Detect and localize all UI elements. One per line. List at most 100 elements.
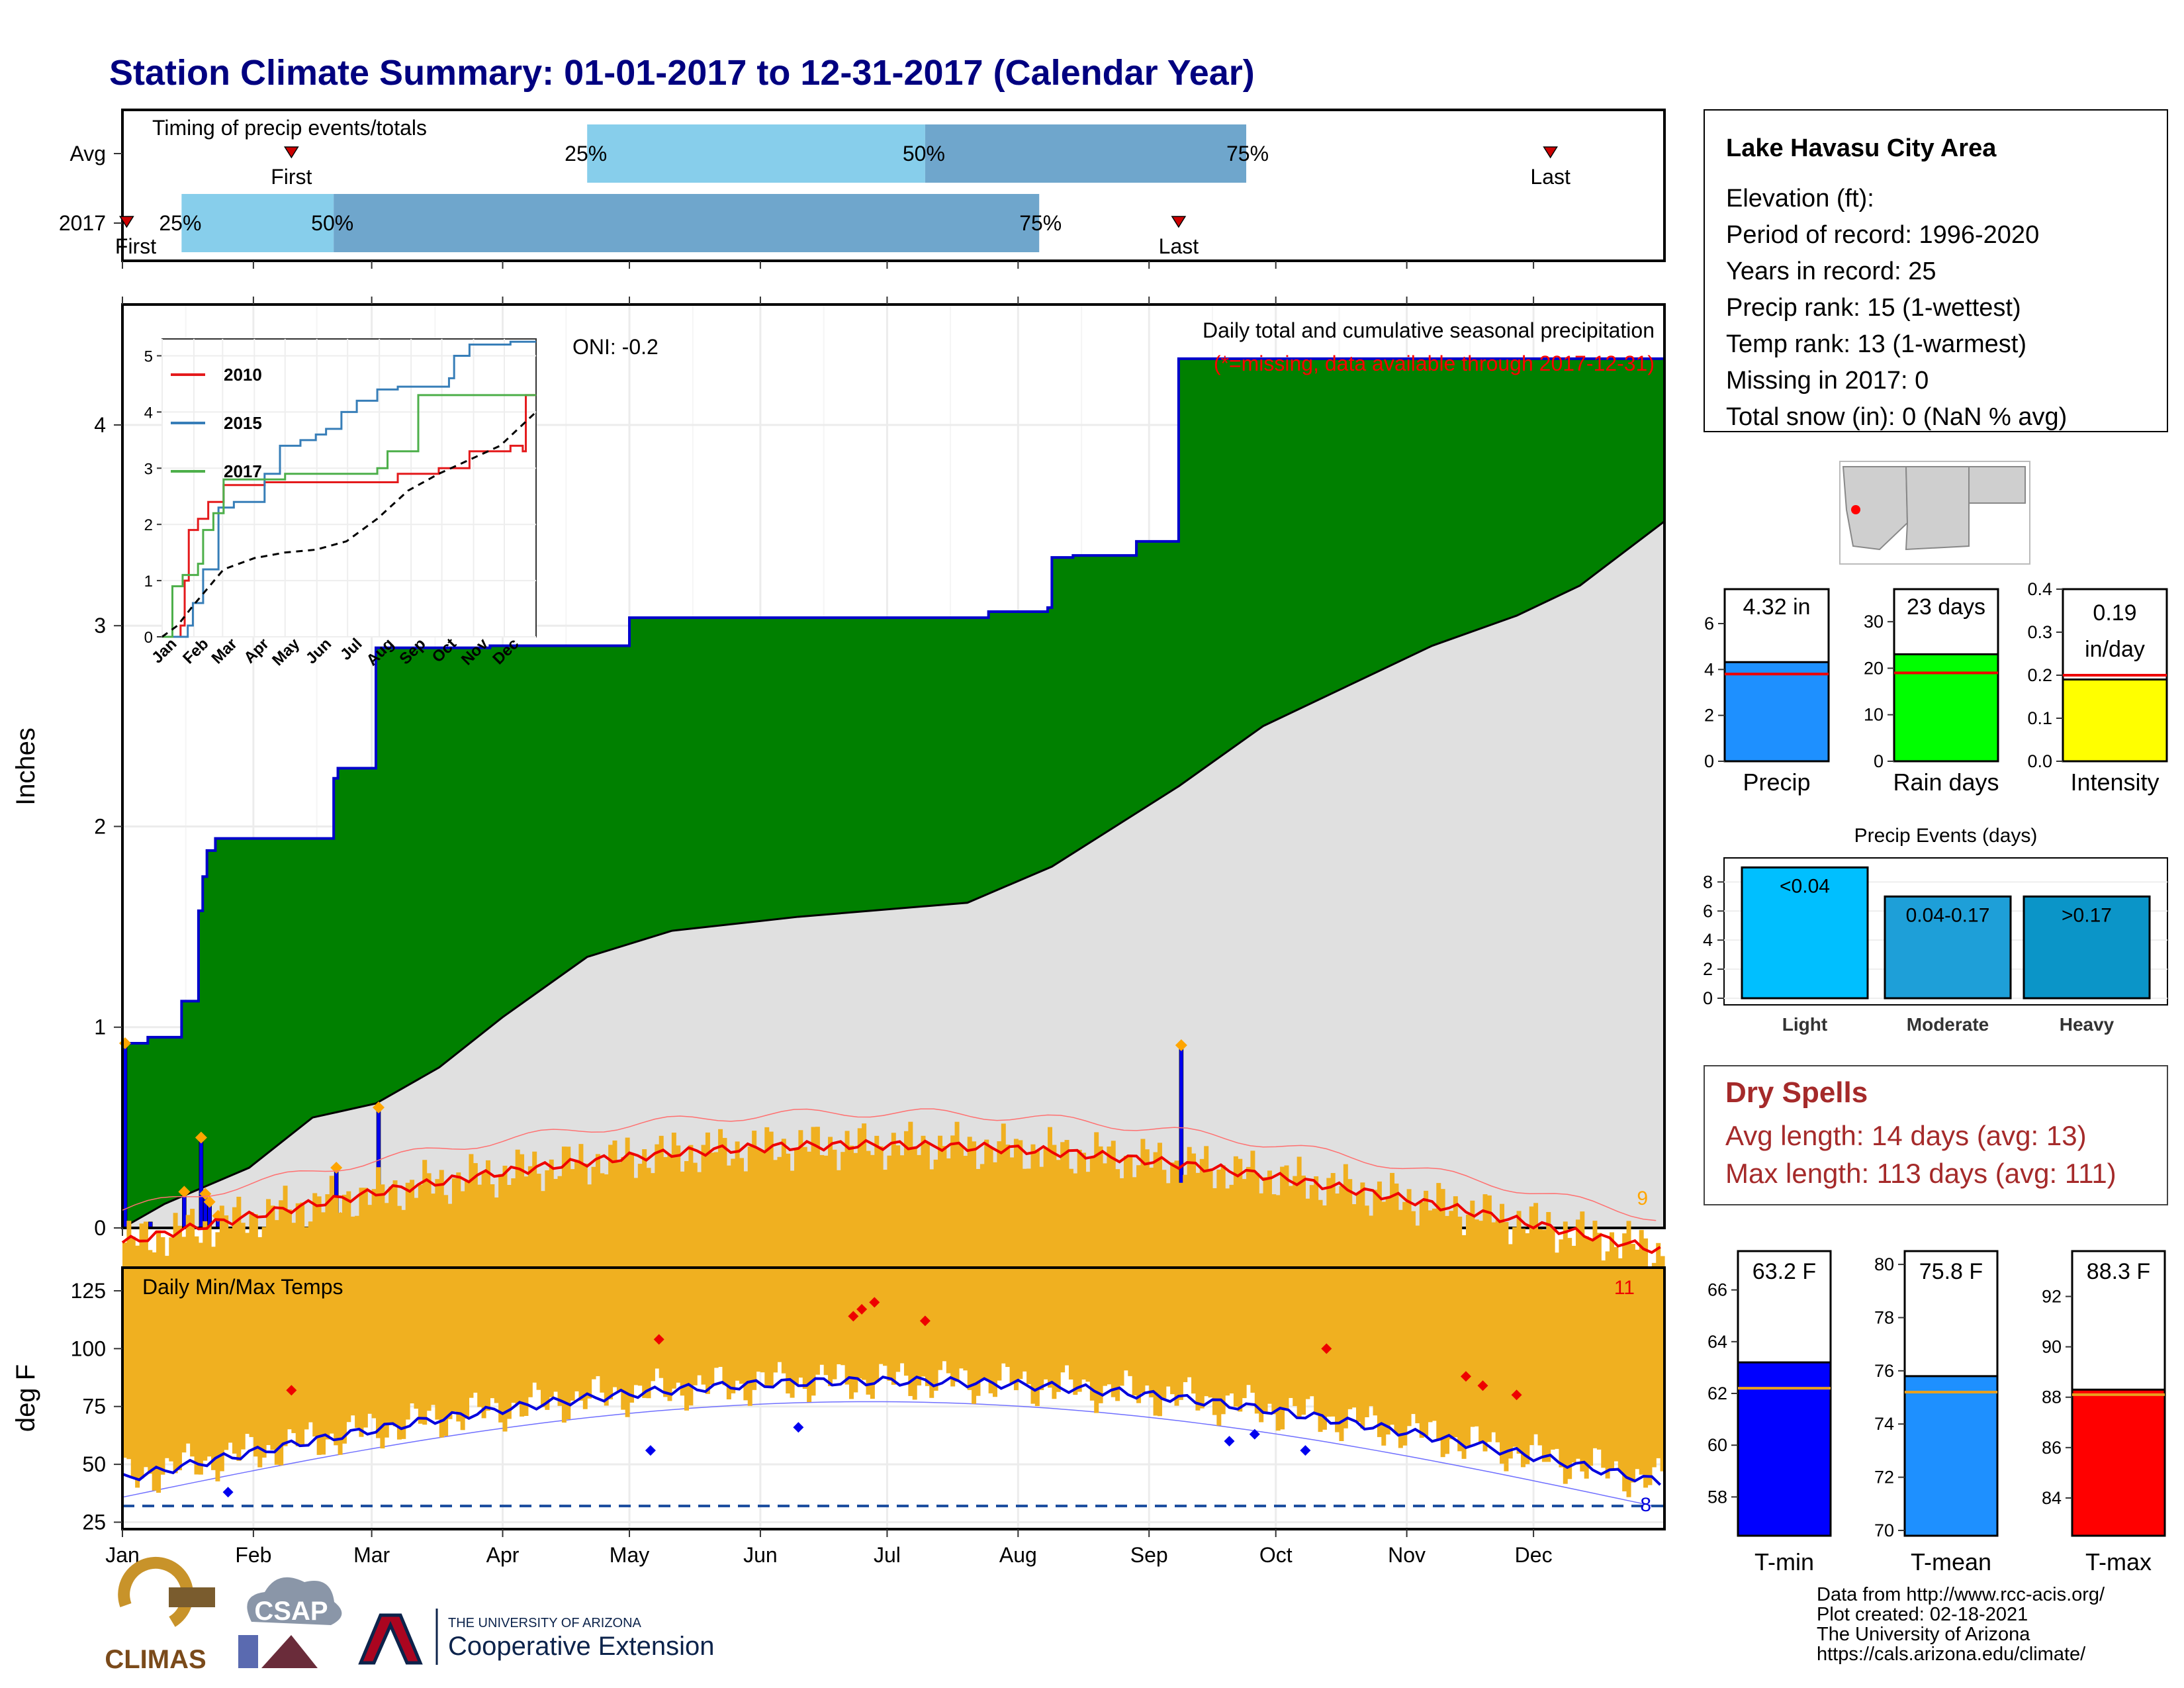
daily-temp-bar bbox=[1457, 1216, 1463, 1452]
station-info-line: Missing in 2017: 0 bbox=[1726, 367, 1929, 395]
ua-big-text: Cooperative Extension bbox=[448, 1632, 714, 1661]
daily-temp-bar bbox=[316, 1196, 322, 1455]
temp-summary-ytick-label: 76 bbox=[1874, 1361, 1894, 1381]
daily-precip-marker bbox=[178, 1186, 191, 1198]
daily-temp-bar bbox=[823, 1155, 829, 1376]
daily-temp-bar bbox=[1170, 1162, 1175, 1395]
temp-summary-value-label: 63.2 F bbox=[1752, 1259, 1816, 1284]
daily-temp-bar bbox=[545, 1170, 550, 1410]
daily-temp-bar bbox=[270, 1205, 275, 1450]
daily-temp-bar bbox=[1048, 1127, 1052, 1388]
daily-temp-bar bbox=[1356, 1193, 1361, 1422]
cumulative-2017-line bbox=[121, 357, 1664, 1228]
daily-temp-bar bbox=[1630, 1244, 1635, 1483]
timing-bar-q50-q75 bbox=[925, 124, 1247, 183]
daily-temp-bar bbox=[1030, 1144, 1036, 1404]
daily-temp-bar bbox=[862, 1123, 867, 1380]
events-title: Precip Events (days) bbox=[1854, 825, 2038, 847]
summary-value-label: 0.19 bbox=[2093, 600, 2136, 626]
record-high-marker bbox=[856, 1303, 868, 1315]
daily-temp-bar bbox=[245, 1233, 250, 1434]
daily-temp-bar bbox=[206, 1225, 212, 1457]
record-high-marker bbox=[848, 1311, 859, 1322]
daily-temp-bar bbox=[938, 1135, 943, 1370]
station-location-dot bbox=[1851, 505, 1860, 514]
daily-temp-bar bbox=[1385, 1197, 1390, 1435]
daily-temp-bar bbox=[1601, 1260, 1606, 1468]
daily-temp-bar bbox=[257, 1237, 263, 1468]
daily-temp-bar bbox=[1259, 1193, 1264, 1423]
daily-temp-bar bbox=[1402, 1201, 1408, 1446]
month-label: Aug bbox=[999, 1543, 1037, 1567]
station-info-box: Lake Havasu City Area Elevation (ft): Per… bbox=[1704, 109, 2168, 432]
daily-temp-bar bbox=[1537, 1229, 1543, 1446]
daily-temp-bar bbox=[933, 1159, 938, 1391]
daily-temp-bar bbox=[1183, 1174, 1188, 1382]
daily-temp-bar bbox=[1157, 1143, 1162, 1417]
daily-temp-bar bbox=[591, 1166, 596, 1380]
temp-summary-ytick-label: 88 bbox=[2042, 1387, 2062, 1407]
daily-temp-bar bbox=[1419, 1201, 1424, 1438]
daily-temp-bar bbox=[130, 1237, 136, 1477]
daily-temp-bar bbox=[469, 1154, 474, 1398]
daily-temp-bar bbox=[122, 1243, 127, 1458]
record-max-line bbox=[122, 1108, 1657, 1221]
daily-temp-bar bbox=[160, 1237, 165, 1475]
ua-block-a bbox=[358, 1613, 423, 1665]
daily-temp-bar bbox=[261, 1227, 267, 1458]
daily-temp-bar bbox=[1482, 1194, 1488, 1452]
daily-temp-bar bbox=[912, 1147, 917, 1400]
daily-temp-bar bbox=[341, 1194, 347, 1444]
summary-ytick-label: 4 bbox=[1704, 659, 1714, 679]
daily-temp-bar bbox=[447, 1203, 453, 1419]
daily-temp-bar bbox=[1039, 1166, 1044, 1390]
inset-ytick-label: 2 bbox=[144, 516, 153, 534]
daily-temp-bar bbox=[595, 1154, 600, 1376]
daily-temp-bar bbox=[1220, 1165, 1226, 1415]
daily-temp-bar bbox=[659, 1135, 664, 1378]
daily-temp-bar bbox=[786, 1153, 791, 1394]
daily-temp-bar bbox=[743, 1171, 749, 1401]
daily-temp-bar bbox=[747, 1146, 752, 1406]
daily-temp-bar bbox=[1330, 1173, 1336, 1417]
first-marker bbox=[283, 146, 299, 159]
daily-temp-bar bbox=[1453, 1196, 1458, 1438]
daily-temp-bar bbox=[396, 1205, 402, 1440]
daily-temp-bar bbox=[988, 1147, 993, 1393]
daily-temp-bar bbox=[561, 1147, 567, 1423]
daily-temp-bar bbox=[633, 1178, 639, 1385]
temp-summary-ytick-label: 90 bbox=[2042, 1337, 2062, 1357]
daily-temp-bar bbox=[1052, 1145, 1057, 1399]
daily-temp-bar bbox=[718, 1129, 723, 1367]
daily-temp-bar bbox=[384, 1203, 389, 1438]
summary-ytick-label: 20 bbox=[1864, 658, 1884, 678]
daily-temp-bar bbox=[841, 1152, 846, 1366]
timing-row-label: 2017 bbox=[59, 211, 106, 235]
daily-temp-bar bbox=[1500, 1203, 1505, 1464]
daily-temp-bar bbox=[616, 1162, 621, 1392]
events-category-label: Moderate bbox=[1907, 1014, 1989, 1035]
daily-temp-bar bbox=[676, 1145, 681, 1383]
temp-summary-ytick-label: 62 bbox=[1707, 1383, 1727, 1403]
daily-temp-bar bbox=[899, 1155, 905, 1364]
daily-temp-bar bbox=[346, 1191, 351, 1423]
daily-temp-bar bbox=[1191, 1153, 1197, 1394]
inset-ytick-label: 4 bbox=[144, 404, 153, 422]
daily-temp-bar bbox=[1563, 1221, 1568, 1484]
daily-temp-bar bbox=[1233, 1156, 1238, 1407]
daily-temp-bar bbox=[401, 1209, 406, 1439]
timing-q50-label: 50% bbox=[311, 211, 353, 235]
temp-summary-ytick-label: 84 bbox=[2042, 1488, 2062, 1508]
summary-value-label: 23 days bbox=[1907, 594, 1985, 620]
footer-line: https://cals.arizona.edu/climate/ bbox=[1817, 1644, 2086, 1665]
daily-temp-bar bbox=[667, 1154, 672, 1401]
daily-temp-bar bbox=[1098, 1146, 1103, 1403]
daily-temp-bar bbox=[1068, 1168, 1073, 1380]
daily-temp-bar bbox=[1398, 1209, 1403, 1448]
oni-value: ONI: -0.2 bbox=[572, 335, 659, 359]
daily-temp-bar bbox=[857, 1128, 862, 1379]
daily-temp-bar bbox=[1077, 1149, 1082, 1392]
station-frame bbox=[1704, 109, 2168, 432]
footer-line: Plot created: 02-18-2021 bbox=[1817, 1604, 2028, 1625]
temp-panel: Daily Min/Max Temps 11 8 deg F 25 50 75 100… bbox=[11, 1108, 1666, 1567]
